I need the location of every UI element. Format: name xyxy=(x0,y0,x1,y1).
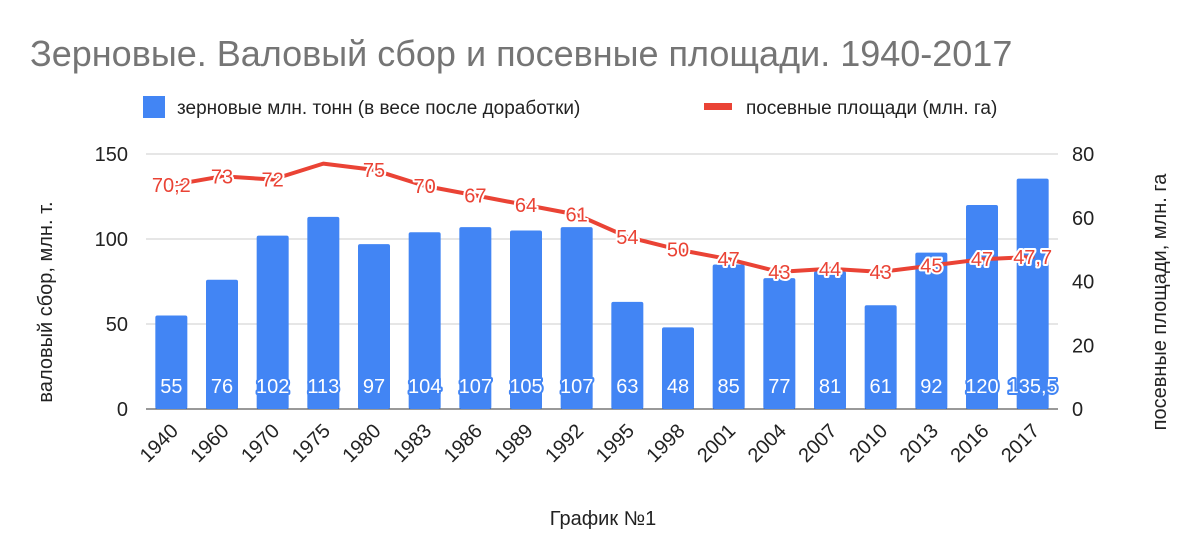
x-tick-label: 1980 xyxy=(339,420,386,467)
line-data-label: 70 xyxy=(414,176,436,198)
bar xyxy=(611,301,644,409)
bar xyxy=(358,244,390,409)
x-tick-label: 2016 xyxy=(947,420,994,467)
x-tick-label: 1998 xyxy=(643,420,690,467)
x-tick-label: 1995 xyxy=(592,420,639,467)
bar-data-label: 97 xyxy=(363,376,385,398)
x-tick-label: 2007 xyxy=(795,420,842,467)
line-data-label: 67 xyxy=(464,185,486,207)
bar-data-label: 135,5 xyxy=(1008,376,1058,398)
legend-swatch-line xyxy=(704,103,732,110)
right-tick-label: 80 xyxy=(1072,144,1094,166)
line-data-label: 70;2 xyxy=(152,175,191,197)
bar-data-label: 107 xyxy=(459,376,492,398)
bar xyxy=(814,271,846,409)
x-tick-label: 2004 xyxy=(744,420,791,467)
bar xyxy=(459,227,492,409)
bar-data-label: 107 xyxy=(560,376,593,398)
line-data-label: 47 xyxy=(971,249,993,271)
right-tick-label: 60 xyxy=(1072,208,1094,230)
bar-data-label: 61 xyxy=(870,376,892,398)
bar xyxy=(408,232,441,409)
x-tick-label: 1960 xyxy=(187,420,234,467)
left-axis-title: валовый сбор, млн. т. xyxy=(35,201,57,402)
chart-caption: График №1 xyxy=(550,508,656,530)
line-data-label: 61 xyxy=(566,205,588,227)
x-tick-label: 2013 xyxy=(896,420,943,467)
bar-data-label: 92 xyxy=(920,376,942,398)
bar-data-label: 76 xyxy=(211,376,233,398)
line-data-labels: 70;2 73 72 75 70 67 64 61 54 50 47 43 44 43 45 47 47,7 xyxy=(150,158,1054,286)
bar-data-label: 85 xyxy=(718,376,740,398)
bar-data-label: 104 xyxy=(408,376,441,398)
line-data-label: 43 xyxy=(870,262,892,284)
line-data-label: 47,7 xyxy=(1013,247,1052,269)
bar-data-label: 105 xyxy=(509,376,542,398)
right-tick-label: 40 xyxy=(1072,272,1094,294)
bar-data-label: 77 xyxy=(768,376,790,398)
bar xyxy=(712,264,745,409)
line-data-label: 75 xyxy=(363,160,385,182)
bar xyxy=(155,315,188,409)
x-tick-label: 1989 xyxy=(491,420,538,467)
gridlines xyxy=(146,153,1058,410)
line-path xyxy=(169,161,1035,274)
chart-title: Зерновые. Валовый сбор и посевные площад… xyxy=(30,33,1012,74)
bar-data-label: 63 xyxy=(616,376,638,398)
bar-data-label: 55 xyxy=(160,376,182,398)
bar-data-label: 120 xyxy=(965,376,998,398)
x-tick-label: 1986 xyxy=(440,420,487,467)
x-tick-label: 1940 xyxy=(136,420,183,467)
bar xyxy=(915,252,948,409)
right-tick-label: 20 xyxy=(1072,335,1094,357)
x-tick-label: 1970 xyxy=(237,420,284,467)
legend: зерновые млн. тонн (в весе после доработ… xyxy=(143,96,997,119)
line-data-label: 73 xyxy=(211,166,233,188)
line-data-label: 54 xyxy=(616,227,638,249)
line-data-label: 43 xyxy=(768,262,790,284)
line-data-label: 47 xyxy=(718,249,740,271)
left-tick-label: 100 xyxy=(95,229,128,251)
bar xyxy=(864,305,897,409)
bar xyxy=(662,327,694,409)
right-axis-ticks: 0 20 40 60 80 xyxy=(1072,144,1094,421)
bar-data-label: 48 xyxy=(667,376,689,398)
line-data-label: 72 xyxy=(262,170,284,192)
line-data-label: 45 xyxy=(920,256,942,278)
bar-data-label: 102 xyxy=(256,376,289,398)
x-tick-label: 1983 xyxy=(389,420,436,467)
x-tick-label: 2010 xyxy=(845,420,892,467)
left-tick-label: 50 xyxy=(106,314,128,336)
line-data-label: 50 xyxy=(667,240,689,262)
bar xyxy=(1016,178,1049,409)
legend-label-line: посевные площади (млн. га) xyxy=(746,98,997,119)
bar xyxy=(510,230,542,409)
legend-swatch-bars xyxy=(143,96,165,118)
line-series xyxy=(169,161,1035,274)
x-axis-ticks: 1940 1960 1970 1975 1980 1983 1986 1989 1992 1995… xyxy=(136,420,1044,467)
line-data-label: 44 xyxy=(819,259,841,281)
bar xyxy=(256,235,289,409)
bar xyxy=(763,278,796,409)
bar-data-labels: 55 76 102 113 97 104 107 105 107 63 48 85 77 81 61 92 12… xyxy=(158,374,1059,400)
line-data-label: 64 xyxy=(515,195,537,217)
x-tick-label: 2017 xyxy=(997,420,1044,467)
bar xyxy=(206,279,238,409)
bar-data-label: 113 xyxy=(307,376,339,398)
right-axis-title: посевные площади, млн. га xyxy=(1149,173,1171,431)
left-tick-label: 0 xyxy=(117,399,128,421)
bar-data-label: 81 xyxy=(819,376,841,398)
left-axis-ticks: 0 50 100 150 xyxy=(95,144,128,421)
left-tick-label: 150 xyxy=(95,144,128,166)
bar xyxy=(966,205,998,409)
x-tick-label: 1975 xyxy=(288,420,335,467)
bar xyxy=(560,227,593,409)
right-tick-label: 0 xyxy=(1072,399,1083,421)
bar-series xyxy=(155,178,1049,409)
x-tick-label: 2001 xyxy=(693,420,740,467)
x-tick-label: 1992 xyxy=(541,420,588,467)
bar xyxy=(307,216,340,409)
legend-label-bars: зерновые млн. тонн (в весе после доработ… xyxy=(177,98,580,119)
